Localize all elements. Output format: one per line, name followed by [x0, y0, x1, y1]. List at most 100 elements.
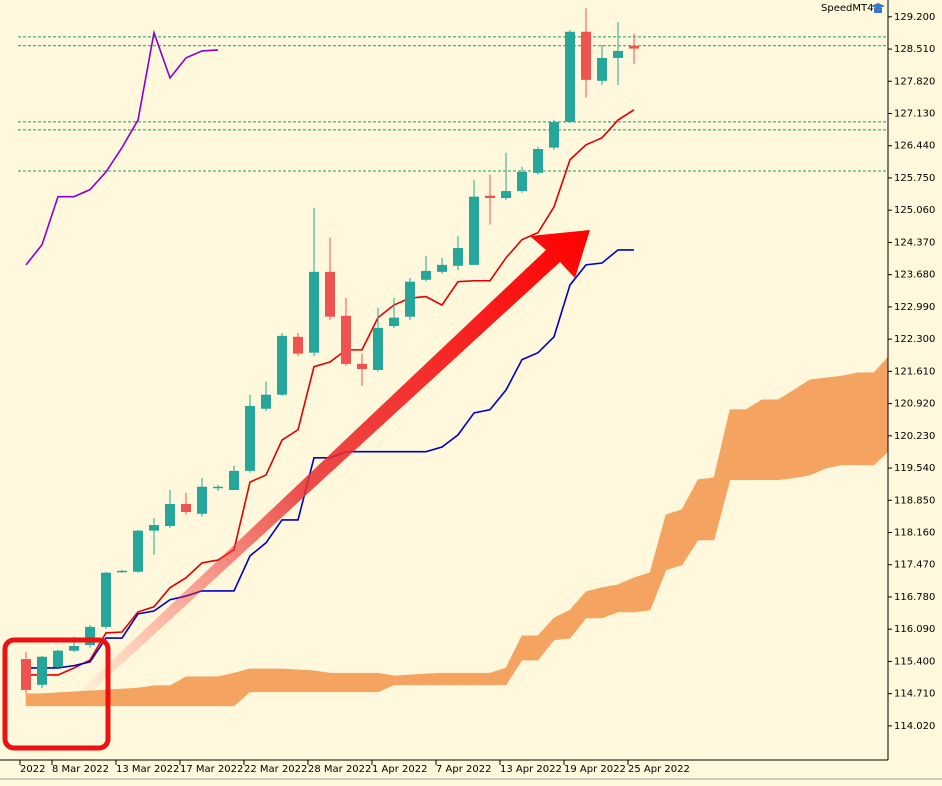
candle-body: [533, 149, 543, 173]
x-tick-label: 8 Mar 2022: [52, 764, 109, 775]
cloud-segment: [121, 687, 139, 707]
annotation-layer: [2, 230, 590, 751]
y-tick-label: 121.610: [894, 366, 935, 377]
candle-body: [133, 530, 143, 572]
y-tick-label: 117.470: [894, 560, 935, 571]
y-tick-label: 116.090: [894, 624, 935, 635]
cloud-segment: [313, 670, 331, 693]
candle-body: [405, 281, 415, 317]
x-tick-label: 25 Apr 2022: [628, 764, 690, 775]
cloud-segment: [697, 477, 715, 541]
cloud-segment: [665, 509, 683, 571]
candle-body: [117, 570, 127, 573]
cloud-segment: [217, 672, 235, 707]
cloud-segment: [825, 375, 843, 469]
cloud-segment: [777, 389, 795, 481]
candle-body: [581, 31, 591, 80]
x-tick-label: 17 Mar 2022: [180, 764, 243, 775]
y-tick-label: 125.060: [894, 205, 935, 216]
y-tick-label: 114.020: [894, 721, 935, 732]
axis-layer: 129.200 128.510 127.820 127.130 126.440 125.7…: [19, 12, 935, 775]
cloud-segment: [25, 693, 43, 707]
cloud-segment: [185, 676, 203, 707]
cloud-segment: [745, 399, 763, 481]
candle-body: [501, 191, 511, 199]
cloud-segment: [761, 399, 779, 481]
candle-body: [197, 486, 207, 514]
cloud-segment: [201, 676, 219, 707]
candle-body: [149, 525, 159, 531]
cloud-segment: [809, 377, 827, 476]
candle-body: [261, 394, 271, 409]
x-tick-label: 19 Apr 2022: [564, 764, 626, 775]
candle-body: [597, 57, 607, 81]
candle-body: [517, 171, 527, 192]
candle-body: [69, 646, 79, 651]
indicator-line: [26, 109, 635, 676]
y-tick-label: 119.540: [894, 463, 935, 474]
cloud-segment: [841, 372, 859, 466]
candle-body: [245, 405, 255, 471]
candle-body: [437, 264, 447, 272]
candle-body: [293, 336, 303, 354]
x-tick-label: 28 Mar 2022: [308, 764, 371, 775]
y-tick-label: 127.820: [894, 76, 935, 87]
candle-body: [37, 656, 47, 685]
cloud-segment: [281, 668, 299, 693]
candle-body: [613, 50, 623, 58]
cloud-segment: [441, 672, 459, 686]
candle-body: [85, 626, 95, 646]
x-tick-label: 13 Mar 2022: [116, 764, 179, 775]
y-tick-label: 120.230: [894, 431, 935, 442]
x-tick-label: 7 Apr 2022: [436, 764, 491, 775]
cloud-segment: [633, 572, 651, 613]
cloud-segment: [329, 672, 347, 693]
cloud-segment: [153, 685, 171, 707]
brand-label: SpeedMT4: [821, 3, 873, 14]
cloud-segment: [393, 674, 411, 686]
y-tick-label: 126.440: [894, 141, 935, 152]
y-tick-label: 127.130: [894, 109, 935, 120]
cloud-segment: [249, 668, 267, 693]
y-tick-label: 118.160: [894, 528, 935, 539]
cloud-segment: [873, 356, 888, 466]
y-tick-label: 124.370: [894, 237, 935, 248]
cloud-segment: [729, 409, 747, 481]
y-tick-label: 114.710: [894, 689, 935, 700]
indicator-line: [25, 29, 219, 266]
y-tick-label: 120.920: [894, 399, 935, 410]
candle-body: [469, 196, 479, 265]
y-tick-label: 115.400: [894, 656, 935, 667]
cloud-segment: [521, 635, 539, 661]
x-tick-label: 13 Apr 2022: [500, 764, 562, 775]
cloud-segment: [89, 689, 107, 707]
cloud-segment: [425, 672, 443, 686]
cloud-segment: [297, 669, 315, 693]
candle-body: [101, 572, 111, 627]
candle-body: [229, 470, 239, 491]
candle-body: [357, 363, 367, 370]
cloud-segment: [137, 685, 155, 707]
candle-body: [325, 271, 335, 317]
candle-body: [373, 327, 383, 370]
candle-body: [53, 650, 63, 668]
cloud-segment: [585, 587, 603, 619]
x-tick-label: 1 Apr 2022: [372, 764, 427, 775]
candle-body: [549, 121, 559, 148]
cloud-segment: [857, 372, 875, 466]
candle-body: [165, 504, 175, 526]
candle-body: [629, 45, 639, 49]
cloud-segment: [409, 673, 427, 686]
candle-body: [21, 659, 31, 690]
y-tick-label: 128.510: [894, 44, 935, 55]
plot-area: [18, 7, 888, 707]
cloud-segment: [457, 672, 475, 686]
y-tick-label: 125.750: [894, 173, 935, 184]
y-tick-label: 122.300: [894, 334, 935, 345]
y-tick-label: 123.680: [894, 270, 935, 281]
x-tick-label: 2022: [20, 764, 45, 775]
candle-body: [181, 504, 191, 512]
candle-body: [277, 335, 287, 395]
